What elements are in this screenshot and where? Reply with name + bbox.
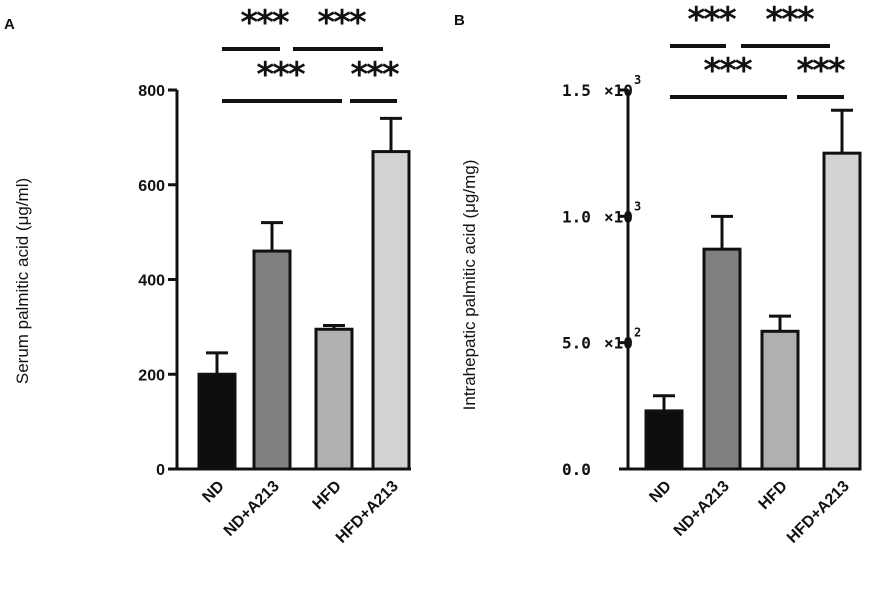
- panel-a-significance-stars-2: ***: [256, 55, 306, 95]
- panel-letter-a: A: [4, 16, 15, 33]
- panel-b-y-axis-label: Intrahepatic palmitic acid (μg/mg): [460, 160, 479, 411]
- panel-letter-b: B: [454, 12, 465, 29]
- panel-a-y-tick-label: 0: [156, 462, 165, 479]
- panel-b-bar-0: [644, 409, 684, 471]
- panel-b-y-tick-label: 1.0: [562, 207, 591, 226]
- panel-a-bar-2: [314, 327, 354, 471]
- panel-b-x-tick-label-3: HFD+A213: [784, 478, 853, 547]
- panel-a-y-tick-label: 600: [138, 178, 165, 195]
- panel-b-y-tick-label: 5.0: [562, 334, 591, 353]
- panel-a-significance-stars-0: ***: [240, 3, 290, 43]
- panel-b-y-tick-exponent: 2: [634, 326, 641, 340]
- panel-b-y-tick-multiplier: ×10: [604, 81, 633, 100]
- panel-b-y-tick-multiplier: ×10: [604, 207, 633, 226]
- panel-a-bar-1: [252, 249, 292, 471]
- panel-a-x-tick-label-3: HFD+A213: [333, 478, 402, 547]
- panel-a-y-tick-label: 800: [138, 83, 165, 100]
- panel-a-y-tick-label: 400: [138, 273, 165, 290]
- panel-b-significance-stars-2: ***: [703, 51, 753, 91]
- panel-b-y-tick-label: 1.5: [562, 81, 591, 100]
- panel-a-bar-3: [371, 150, 411, 471]
- panel-a-x-tick-label-2: HFD: [310, 478, 345, 513]
- panel-b-significance-stars-1: ***: [765, 0, 815, 40]
- panel-a-x-tick-label-0: ND: [199, 478, 227, 506]
- panel-b-y-tick-multiplier: ×10: [604, 334, 633, 353]
- panel-a-significance-stars-3: ***: [350, 55, 400, 95]
- panel-b-bar-1: [702, 247, 742, 471]
- panel-b-bar-2: [760, 329, 800, 471]
- panel-a-y-tick-label: 200: [138, 367, 165, 384]
- panel-a-significance-stars-1: ***: [317, 3, 367, 43]
- panel-a-bar-0: [197, 372, 237, 471]
- panel-b-x-tick-label-2: HFD: [756, 478, 791, 513]
- panel-a-x-tick-label-1: ND+A213: [221, 478, 283, 540]
- panel-b-significance-stars-3: ***: [796, 51, 846, 91]
- panel-b-x-tick-label-1: ND+A213: [671, 478, 733, 540]
- panel-a-y-axis-label: Serum palmitic acid (μg/ml): [13, 178, 32, 384]
- panel-b-y-tick-exponent: 3: [634, 199, 641, 213]
- panel-b-y-tick-label: 0.0: [562, 460, 591, 479]
- panel-b-bar-3: [822, 151, 862, 471]
- panel-b-y-tick-exponent: 3: [634, 73, 641, 87]
- panel-b-significance-stars-0: ***: [687, 0, 737, 40]
- panel-b-x-tick-label-0: ND: [646, 478, 674, 506]
